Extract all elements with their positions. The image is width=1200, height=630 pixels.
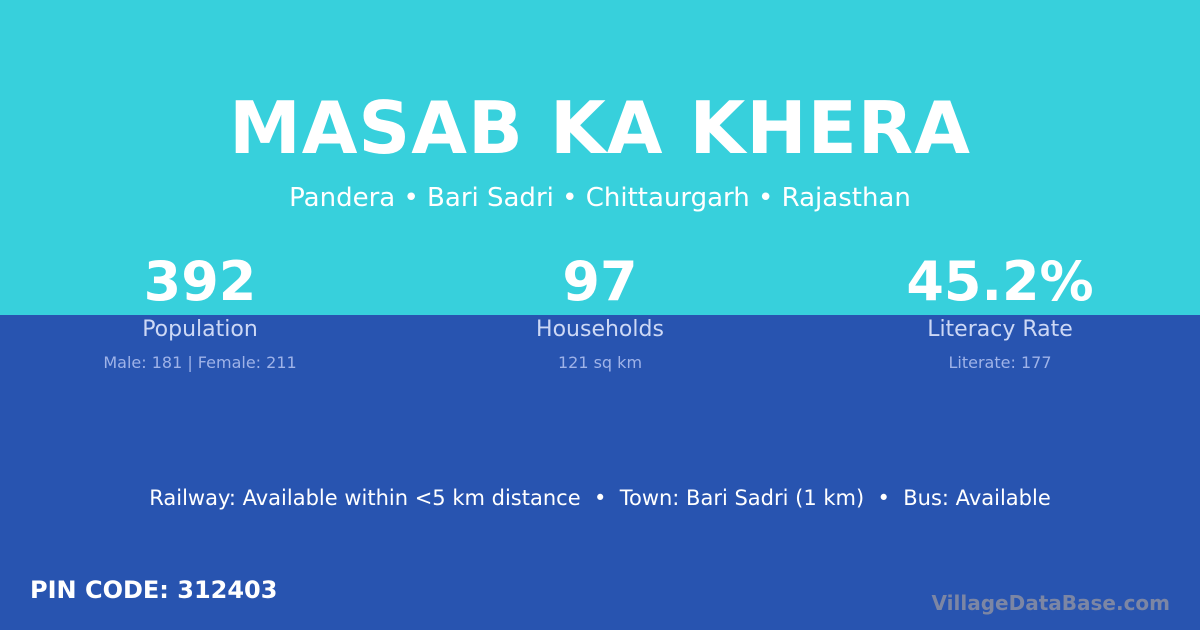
- stat-detail: Literate: 177: [948, 353, 1052, 372]
- content-band: [0, 315, 1200, 630]
- header-band: [0, 0, 1200, 315]
- watermark: VillageDataBase.com: [931, 591, 1170, 615]
- village-title: MASAB KA KHERA: [229, 86, 971, 170]
- pin-code: PIN CODE: 312403: [30, 576, 278, 604]
- location-breadcrumb: Pandera • Bari Sadri • Chittaurgarh • Ra…: [289, 183, 911, 213]
- stat-detail: Male: 181 | Female: 211: [103, 353, 297, 372]
- stat-value: 45.2%: [906, 250, 1094, 313]
- stat-literacy: 45.2% Literacy Rate Literate: 177: [800, 248, 1200, 372]
- stat-value: 392: [143, 250, 257, 313]
- stat-label: Households: [536, 317, 664, 342]
- stat-label: Population: [142, 317, 258, 342]
- stat-households: 97 Households 121 sq km: [400, 248, 800, 372]
- transport-info: Railway: Available within <5 km distance…: [149, 486, 1051, 510]
- stat-detail: 121 sq km: [557, 353, 643, 372]
- stat-value: 97: [562, 250, 638, 313]
- stat-population: 392 Population Male: 181 | Female: 211: [0, 248, 400, 372]
- stat-label: Literacy Rate: [927, 317, 1073, 342]
